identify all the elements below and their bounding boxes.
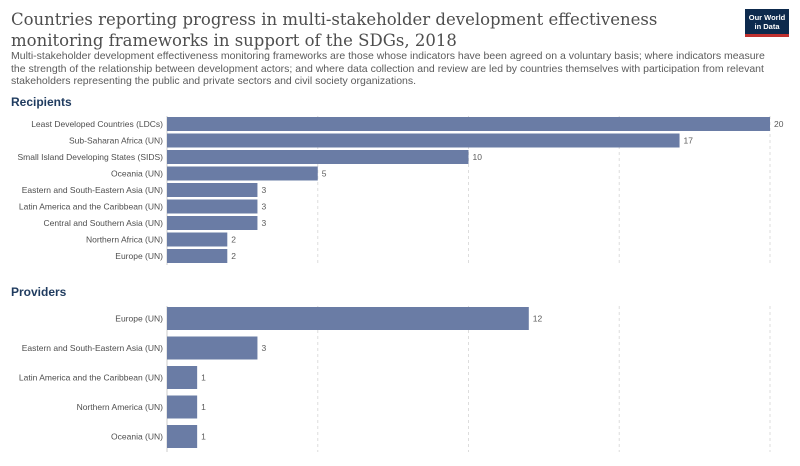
providers-value-label: 12 bbox=[533, 314, 543, 324]
recipients-value-label: 17 bbox=[684, 136, 694, 146]
recipients-category-label: Central and Southern Asia (UN) bbox=[43, 218, 163, 228]
recipients-value-label: 3 bbox=[261, 202, 266, 212]
providers-value-label: 1 bbox=[201, 373, 206, 383]
providers-bar[interactable] bbox=[167, 307, 529, 330]
recipients-category-label: Northern Africa (UN) bbox=[86, 235, 163, 245]
owid-logo[interactable]: Our World in Data bbox=[745, 9, 789, 37]
recipients-bar[interactable] bbox=[167, 117, 770, 131]
recipients-value-label: 5 bbox=[322, 169, 327, 179]
recipients-category-label: Eastern and South-Eastern Asia (UN) bbox=[22, 185, 163, 195]
providers-bar[interactable] bbox=[167, 425, 198, 448]
providers-value-label: 3 bbox=[261, 343, 266, 353]
providers-heading: Providers bbox=[11, 285, 67, 299]
chart-subtitle: Multi-stakeholder development effectiven… bbox=[11, 50, 765, 87]
logo-line-1: Our World bbox=[748, 13, 786, 22]
recipients-value-label: 2 bbox=[231, 251, 236, 261]
recipients-category-label: Oceania (UN) bbox=[111, 169, 163, 179]
recipients-bar[interactable] bbox=[167, 183, 258, 197]
logo-line-2: in Data bbox=[754, 22, 780, 31]
providers-category-label: Europe (UN) bbox=[115, 314, 163, 324]
providers-bar[interactable] bbox=[167, 336, 258, 360]
providers-bar[interactable] bbox=[167, 366, 198, 389]
providers-value-label: 1 bbox=[201, 402, 206, 412]
recipients-category-label: Sub-Saharan Africa (UN) bbox=[69, 136, 163, 146]
providers-bar[interactable] bbox=[167, 395, 198, 419]
recipients-category-label: Latin America and the Caribbean (UN) bbox=[19, 202, 163, 212]
recipients-bar[interactable] bbox=[167, 166, 318, 181]
recipients-bar[interactable] bbox=[167, 216, 258, 230]
recipients-bar[interactable] bbox=[167, 133, 680, 148]
recipients-value-label: 3 bbox=[261, 218, 266, 228]
providers-value-label: 1 bbox=[201, 432, 206, 442]
providers-category-label: Northern America (UN) bbox=[77, 402, 164, 412]
recipients-category-label: Europe (UN) bbox=[115, 251, 163, 261]
recipients-heading: Recipients bbox=[11, 95, 72, 109]
recipients-bar[interactable] bbox=[167, 199, 258, 214]
recipients-value-label: 2 bbox=[231, 235, 236, 245]
recipients-value-label: 3 bbox=[261, 185, 266, 195]
recipients-bar[interactable] bbox=[167, 232, 228, 247]
recipients-value-label: 20 bbox=[774, 119, 784, 129]
recipients-category-label: Least Developed Countries (LDCs) bbox=[31, 119, 163, 129]
recipients-value-label: 10 bbox=[473, 152, 483, 162]
providers-category-label: Eastern and South-Eastern Asia (UN) bbox=[22, 343, 163, 353]
providers-category-label: Oceania (UN) bbox=[111, 432, 163, 442]
recipients-bar[interactable] bbox=[167, 249, 228, 263]
recipients-bar[interactable] bbox=[167, 150, 469, 164]
recipients-category-label: Small Island Developing States (SIDS) bbox=[17, 152, 163, 162]
chart-title: Countries reporting progress in multi-st… bbox=[11, 10, 658, 50]
providers-category-label: Latin America and the Caribbean (UN) bbox=[19, 373, 163, 383]
